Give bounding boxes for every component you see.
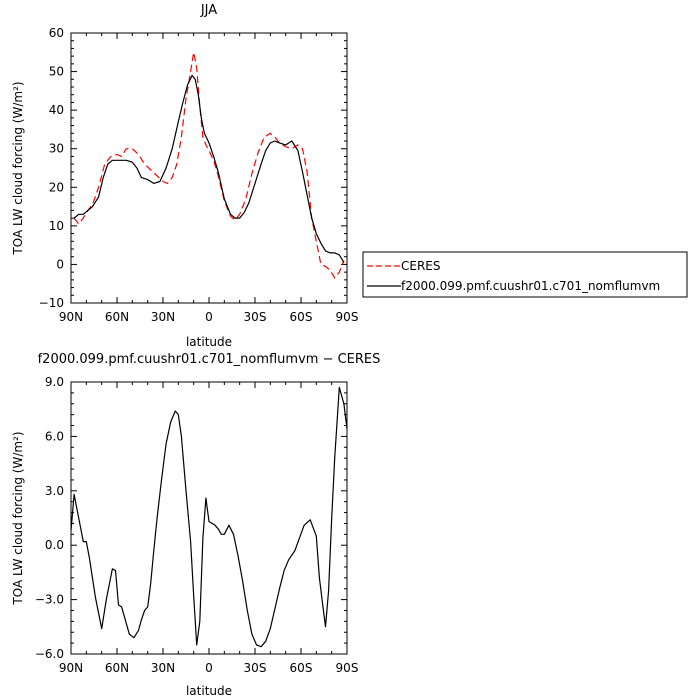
y-tick-label: 0.0 <box>45 538 64 552</box>
plot-frame <box>70 32 348 304</box>
legend-label: CERES <box>401 259 441 273</box>
legend-label: f2000.099.pmf.cuushr01.c701_nomflumvm <box>401 279 660 293</box>
x-tick-label: 60S <box>290 310 313 324</box>
y-tick-label: −6.0 <box>35 647 64 661</box>
y-tick-label: 40 <box>49 103 64 117</box>
x-tick-label: 90N <box>59 661 83 675</box>
y-tick-label: 30 <box>49 142 64 156</box>
y-axis-label: TOA LW cloud forcing (W/m²) <box>11 431 25 605</box>
y-tick-label: 10 <box>49 219 64 233</box>
x-tick-label: 60N <box>105 661 129 675</box>
y-tick-label: 0 <box>56 257 64 271</box>
y-axis-label: TOA LW cloud forcing (W/m²) <box>11 81 25 255</box>
x-tick-label: 30N <box>151 661 175 675</box>
x-tick-label: 30S <box>244 661 267 675</box>
x-tick-label: 60N <box>105 310 129 324</box>
y-tick-label: 50 <box>49 65 64 79</box>
x-axis-label: latitude <box>186 335 232 349</box>
x-axis-label: latitude <box>186 684 232 698</box>
chart-title: f2000.099.pmf.cuushr01.c701_nomflumvm − … <box>38 352 381 367</box>
y-tick-label: 6.0 <box>45 429 64 443</box>
series-line-2 <box>73 74 345 263</box>
legend-box <box>362 251 688 298</box>
x-tick-label: 60S <box>290 661 313 675</box>
y-tick-label: −10 <box>39 296 64 310</box>
y-tick-label: 20 <box>49 180 64 194</box>
legend: CERES f2000.099.pmf.cuushr01.c701_nomflum… <box>362 251 688 298</box>
x-tick-label: 30N <box>151 310 175 324</box>
x-tick-label: 30S <box>244 310 267 324</box>
series-line-1 <box>71 386 347 648</box>
x-tick-label: 90S <box>336 661 359 675</box>
x-tick-label: 0 <box>205 661 213 675</box>
chart-title: JJA <box>200 3 217 18</box>
y-tick-label: 60 <box>49 26 64 40</box>
y-tick-label: 9.0 <box>45 375 64 389</box>
bottom-panel-difference: f2000.099.pmf.cuushr01.c701_nomflumvm − … <box>11 352 380 698</box>
series-line-1 <box>73 51 345 279</box>
y-tick-label: −3.0 <box>35 593 64 607</box>
y-tick-label: 3.0 <box>45 484 64 498</box>
x-tick-label: 0 <box>205 310 213 324</box>
x-tick-label: 90S <box>336 310 359 324</box>
top-panel-cloud-forcing: JJA 90N 60N 30N 0 30S 60S 90S latitude −10 0 10 20 30… <box>11 3 358 349</box>
x-tick-label: 90N <box>59 310 83 324</box>
